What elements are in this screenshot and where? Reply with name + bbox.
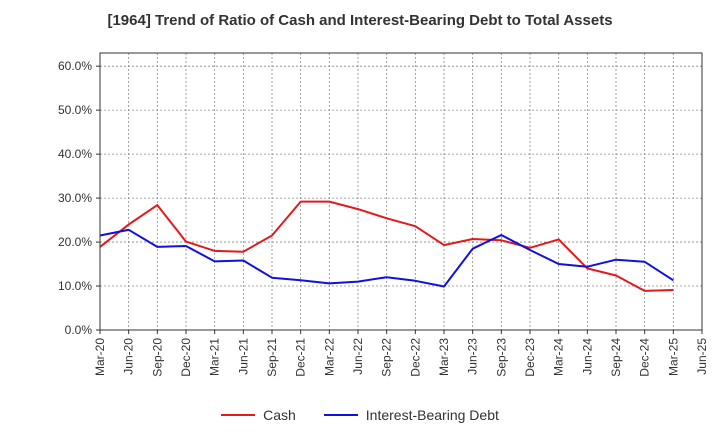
x-tick-label: Mar-22 [322,338,336,376]
chart-title: [1964] Trend of Ratio of Cash and Intere… [107,12,613,29]
legend-swatch-debt [323,414,358,416]
x-tick-label: Jun-20 [122,338,136,375]
y-tick-label: 0.0% [65,323,93,337]
y-tick-label: 40.0% [58,147,92,161]
x-tick-label: Dec-23 [523,338,537,377]
x-tick-label: Jun-23 [466,338,480,375]
x-tick-label: Dec-20 [179,338,193,377]
data-series [99,200,674,292]
x-tick-label: Mar-24 [552,338,566,376]
x-tick-label: Mar-25 [666,338,680,376]
series-line-cash [99,200,674,292]
y-tick-label: 50.0% [58,103,92,117]
x-tick-label: Mar-20 [93,338,107,376]
x-tick-label: Dec-21 [294,338,308,377]
x-tick-label: Sep-23 [494,338,508,377]
line-chart: 0.0% 10.0% 20.0% 30.0% 40.0% 50.0% 60.0% Mar-2… [58,52,709,377]
legend: Cash Interest-Bearing Debt [0,402,720,428]
x-tick-label: Jun-21 [236,338,250,375]
legend-item-debt: Interest-Bearing Debt [323,407,499,423]
x-tick-label: Sep-20 [150,338,164,377]
legend-label-debt: Interest-Bearing Debt [365,407,499,423]
legend-label-cash: Cash [263,407,296,423]
x-tick-label: Sep-24 [609,338,623,377]
grid-lines [100,53,702,330]
y-tick-label: 20.0% [58,235,92,249]
x-tick-label: Jun-25 [695,338,709,375]
x-tick-label: Sep-22 [380,338,394,377]
x-tick-label: Sep-21 [265,338,279,377]
y-axis-ticks: 0.0% 10.0% 20.0% 30.0% 40.0% 50.0% 60.0% [58,59,100,337]
x-tick-label: Jun-22 [351,338,365,375]
legend-swatch-cash [221,414,256,416]
y-tick-label: 10.0% [58,279,92,293]
plot-frame [99,52,703,331]
x-axis-ticks: Mar-20 Jun-20 Sep-20 Dec-20 Mar-21 Jun-21 Sep-… [93,330,709,377]
x-tick-label: Jun-24 [580,338,594,375]
series-line-interest-bearing-debt [99,228,674,288]
x-tick-label: Dec-22 [408,338,422,377]
y-tick-label: 60.0% [58,59,92,73]
x-tick-label: Dec-24 [638,338,652,377]
x-tick-label: Mar-21 [208,338,222,376]
x-tick-label: Mar-23 [437,338,451,376]
y-tick-label: 30.0% [58,191,92,205]
legend-item-cash: Cash [221,407,296,423]
